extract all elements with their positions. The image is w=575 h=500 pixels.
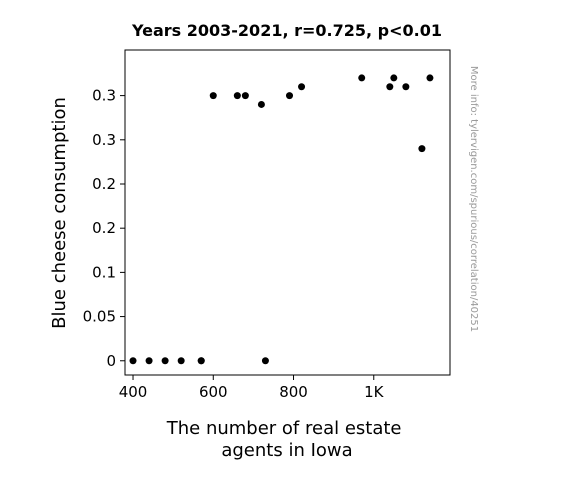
x-tick-label: 800 bbox=[279, 383, 308, 401]
data-point bbox=[233, 92, 241, 100]
data-point bbox=[418, 145, 426, 153]
data-point bbox=[145, 357, 153, 365]
data-point bbox=[386, 83, 394, 91]
y-axis-label: Blue cheese consumption bbox=[49, 97, 70, 329]
data-point bbox=[402, 83, 410, 91]
x-tick-label: 1K bbox=[364, 383, 385, 401]
y-tick-label: 0.1 bbox=[92, 263, 116, 281]
plot-area: 400 600 800 1K 0 0.05 0.1 0.2 0.2 0.3 0.3 bbox=[83, 49, 451, 401]
data-point bbox=[161, 357, 169, 365]
y-tick-label: 0 bbox=[106, 352, 116, 370]
chart-title: Years 2003-2021, r=0.725, p<0.01 bbox=[131, 21, 442, 40]
x-tick-label: 600 bbox=[199, 383, 228, 401]
y-tick-label: 0.05 bbox=[83, 308, 116, 326]
data-point bbox=[197, 357, 205, 365]
x-tick-label: 400 bbox=[119, 383, 148, 401]
data-point bbox=[257, 100, 265, 108]
x-axis: 400 600 800 1K bbox=[119, 375, 385, 401]
x-axis-label-line-2: agents in Iowa bbox=[221, 440, 352, 461]
data-point bbox=[286, 92, 294, 100]
data-point bbox=[177, 357, 185, 365]
data-point bbox=[129, 357, 137, 365]
data-point bbox=[261, 357, 269, 365]
plot-frame bbox=[124, 49, 451, 376]
y-tick-label: 0.3 bbox=[92, 131, 116, 149]
source-note: More info: tylervigen.com/spurious/corre… bbox=[468, 66, 479, 332]
data-point bbox=[358, 74, 366, 82]
y-tick-label: 0.2 bbox=[92, 175, 116, 193]
x-axis-label-line-1: The number of real estate bbox=[166, 418, 402, 439]
x-axis-label: The number of real estate agents in Iowa bbox=[166, 418, 407, 461]
y-axis: 0 0.05 0.1 0.2 0.2 0.3 0.3 bbox=[83, 87, 125, 370]
data-point bbox=[390, 74, 398, 82]
data-point bbox=[241, 92, 249, 100]
y-tick-label: 0.2 bbox=[92, 219, 116, 237]
data-point bbox=[298, 83, 306, 91]
data-points bbox=[129, 74, 434, 365]
y-tick-label: 0.3 bbox=[92, 87, 116, 105]
data-point bbox=[426, 74, 434, 82]
data-point bbox=[209, 92, 217, 100]
